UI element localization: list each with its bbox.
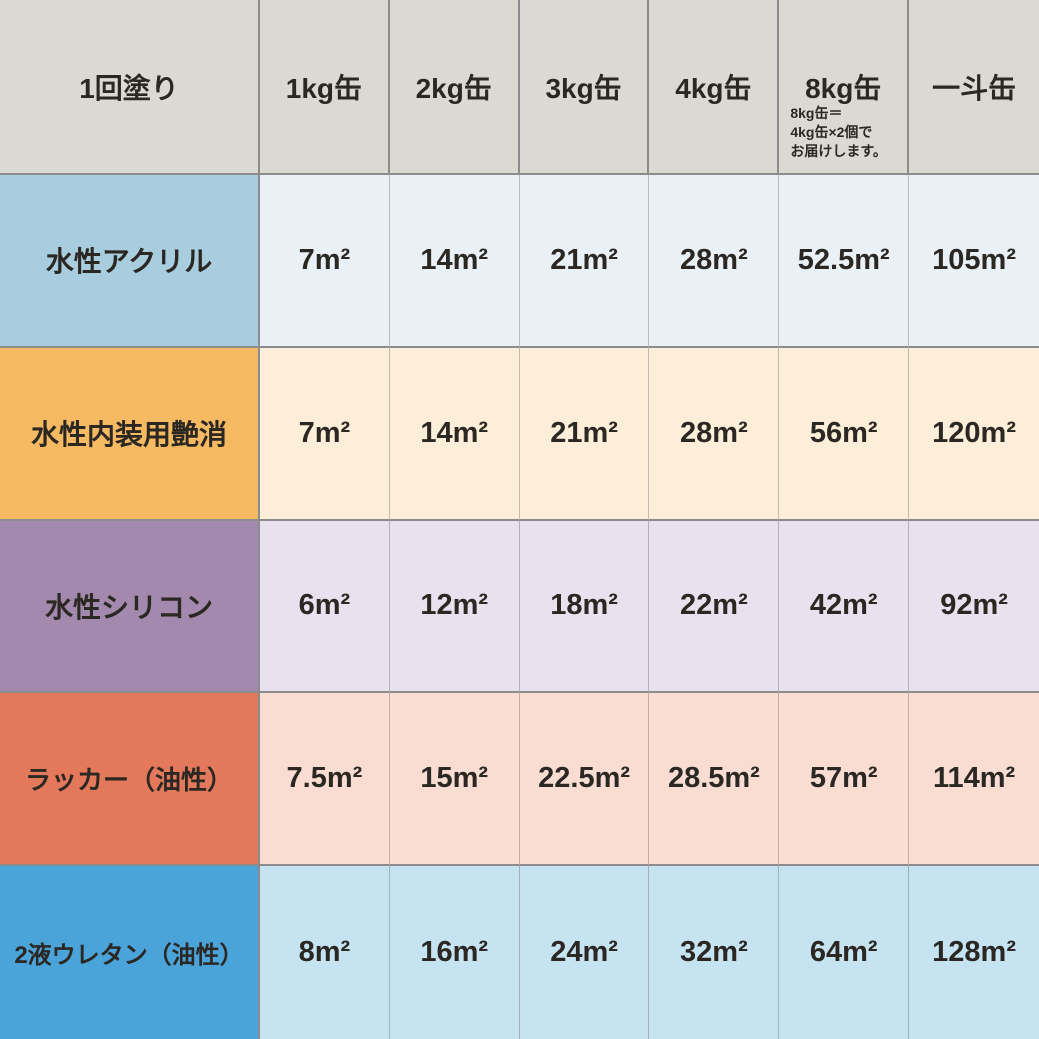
- coverage-value: 28m²: [680, 416, 748, 449]
- row-label-text: 2液ウレタン（油性）: [14, 942, 244, 970]
- row-label-water-interior-matte: 水性内装用艶消: [0, 347, 260, 521]
- coverage-cell: 8m²: [260, 866, 390, 1039]
- coverage-cell: 114m²: [909, 693, 1039, 867]
- row-label-water-silicone: 水性シリコン: [0, 520, 260, 694]
- coverage-value: 64m²: [809, 936, 878, 969]
- coverage-cell: 105m²: [909, 175, 1039, 348]
- coverage-cell: 52.5m²: [779, 175, 910, 348]
- header-col-1kg: 1kg缶: [260, 0, 390, 175]
- coverage-cell: 28m²: [649, 347, 780, 521]
- coverage-value: 15m²: [420, 762, 489, 795]
- coverage-value: 128m²: [932, 936, 1016, 969]
- coverage-cell: 120m²: [909, 347, 1039, 521]
- coverage-value: 28m²: [680, 243, 748, 276]
- 8kg-delivery-note: 8kg缶＝ 4kg缶×2個で お届けします。: [790, 104, 887, 161]
- coverage-value: 14m²: [420, 243, 489, 276]
- coverage-cell: 22m²: [649, 520, 780, 694]
- header-col-1kg-label: 1kg缶: [285, 72, 363, 104]
- coverage-value: 28.5m²: [667, 762, 760, 795]
- coverage-value: 12m²: [420, 589, 489, 622]
- coverage-value: 22m²: [680, 589, 748, 622]
- header-col-itto: 一斗缶: [909, 0, 1039, 175]
- header-col-4kg-label: 4kg缶: [675, 72, 752, 104]
- coverage-value: 114m²: [932, 762, 1016, 795]
- coverage-cell: 24m²: [519, 866, 650, 1039]
- coverage-value: 42m²: [809, 589, 878, 622]
- coverage-cell: 15m²: [389, 693, 520, 867]
- coverage-cell: 18m²: [519, 520, 650, 694]
- header-col-8kg-label: 8kg缶: [805, 72, 882, 104]
- coverage-value: 52.5m²: [797, 243, 890, 276]
- 8kg-note-line-1: 8kg缶＝: [790, 105, 843, 121]
- coverage-cell: 7m²: [260, 175, 390, 348]
- header-corner-label: 1回塗り: [79, 72, 179, 104]
- header-col-3kg-label: 3kg缶: [545, 72, 622, 104]
- coverage-cell: 28.5m²: [649, 693, 780, 867]
- coverage-cell: 64m²: [779, 866, 910, 1039]
- coverage-value: 32m²: [680, 936, 748, 969]
- coverage-cell: 6m²: [260, 520, 390, 694]
- coverage-value: 7.5m²: [286, 762, 363, 795]
- coverage-cell: 12m²: [389, 520, 520, 694]
- coverage-value: 7m²: [298, 243, 351, 276]
- 8kg-note-line-2: 4kg缶×2個で: [790, 123, 873, 140]
- row-label-water-acrylic: 水性アクリル: [0, 175, 260, 348]
- row-label-lacquer-oil: ラッカー（油性）: [0, 693, 260, 867]
- coverage-cell: 22.5m²: [519, 693, 650, 867]
- row-label-two-part-urethane-oil: 2液ウレタン（油性）: [0, 866, 260, 1039]
- coverage-cell: 92m²: [909, 520, 1039, 694]
- coverage-cell: 14m²: [389, 175, 520, 348]
- coverage-value: 16m²: [420, 936, 489, 969]
- 8kg-note-line-3: お届けします。: [790, 142, 887, 159]
- coverage-cell: 16m²: [389, 866, 520, 1039]
- coverage-value: 24m²: [550, 936, 618, 969]
- coverage-cell: 42m²: [779, 520, 910, 694]
- coverage-cell: 28m²: [649, 175, 780, 348]
- header-col-4kg: 4kg缶: [649, 0, 780, 175]
- coverage-cell: 57m²: [779, 693, 910, 867]
- coverage-cell: 21m²: [519, 175, 650, 348]
- row-label-text: 水性アクリル: [45, 246, 213, 278]
- coverage-cell: 14m²: [389, 347, 520, 521]
- header-col-itto-label: 一斗缶: [932, 72, 1017, 104]
- coverage-value: 8m²: [298, 936, 351, 969]
- coverage-cell: 128m²: [909, 866, 1039, 1039]
- row-label-text: 水性シリコン: [44, 591, 213, 623]
- header-col-2kg-label: 2kg缶: [415, 72, 492, 104]
- coverage-value: 21m²: [550, 416, 618, 449]
- coverage-value: 57m²: [809, 762, 878, 795]
- coverage-value: 7m²: [298, 416, 351, 449]
- coverage-value: 105m²: [932, 243, 1016, 276]
- coverage-value: 120m²: [932, 416, 1016, 449]
- header-col-3kg: 3kg缶: [519, 0, 650, 175]
- row-label-text: ラッカー（油性）: [24, 765, 233, 796]
- coverage-value: 6m²: [298, 589, 351, 622]
- coverage-value: 14m²: [420, 416, 489, 449]
- coverage-value: 18m²: [550, 589, 618, 622]
- coverage-cell: 56m²: [779, 347, 910, 521]
- coverage-value: 56m²: [809, 416, 878, 449]
- coverage-cell: 21m²: [519, 347, 650, 521]
- row-label-text: 水性内装用艶消: [30, 419, 227, 451]
- coverage-cell: 7m²: [260, 347, 390, 521]
- coverage-value: 92m²: [940, 589, 1008, 622]
- header-col-2kg: 2kg缶: [389, 0, 520, 175]
- header-corner-cell: 1回塗り: [0, 0, 260, 175]
- coverage-value: 22.5m²: [538, 762, 631, 795]
- coverage-cell: 32m²: [649, 866, 780, 1039]
- header-col-8kg: 8kg缶 8kg缶＝ 4kg缶×2個で お届けします。: [779, 0, 910, 175]
- coverage-cell: 7.5m²: [260, 693, 390, 867]
- coverage-value: 21m²: [550, 243, 618, 276]
